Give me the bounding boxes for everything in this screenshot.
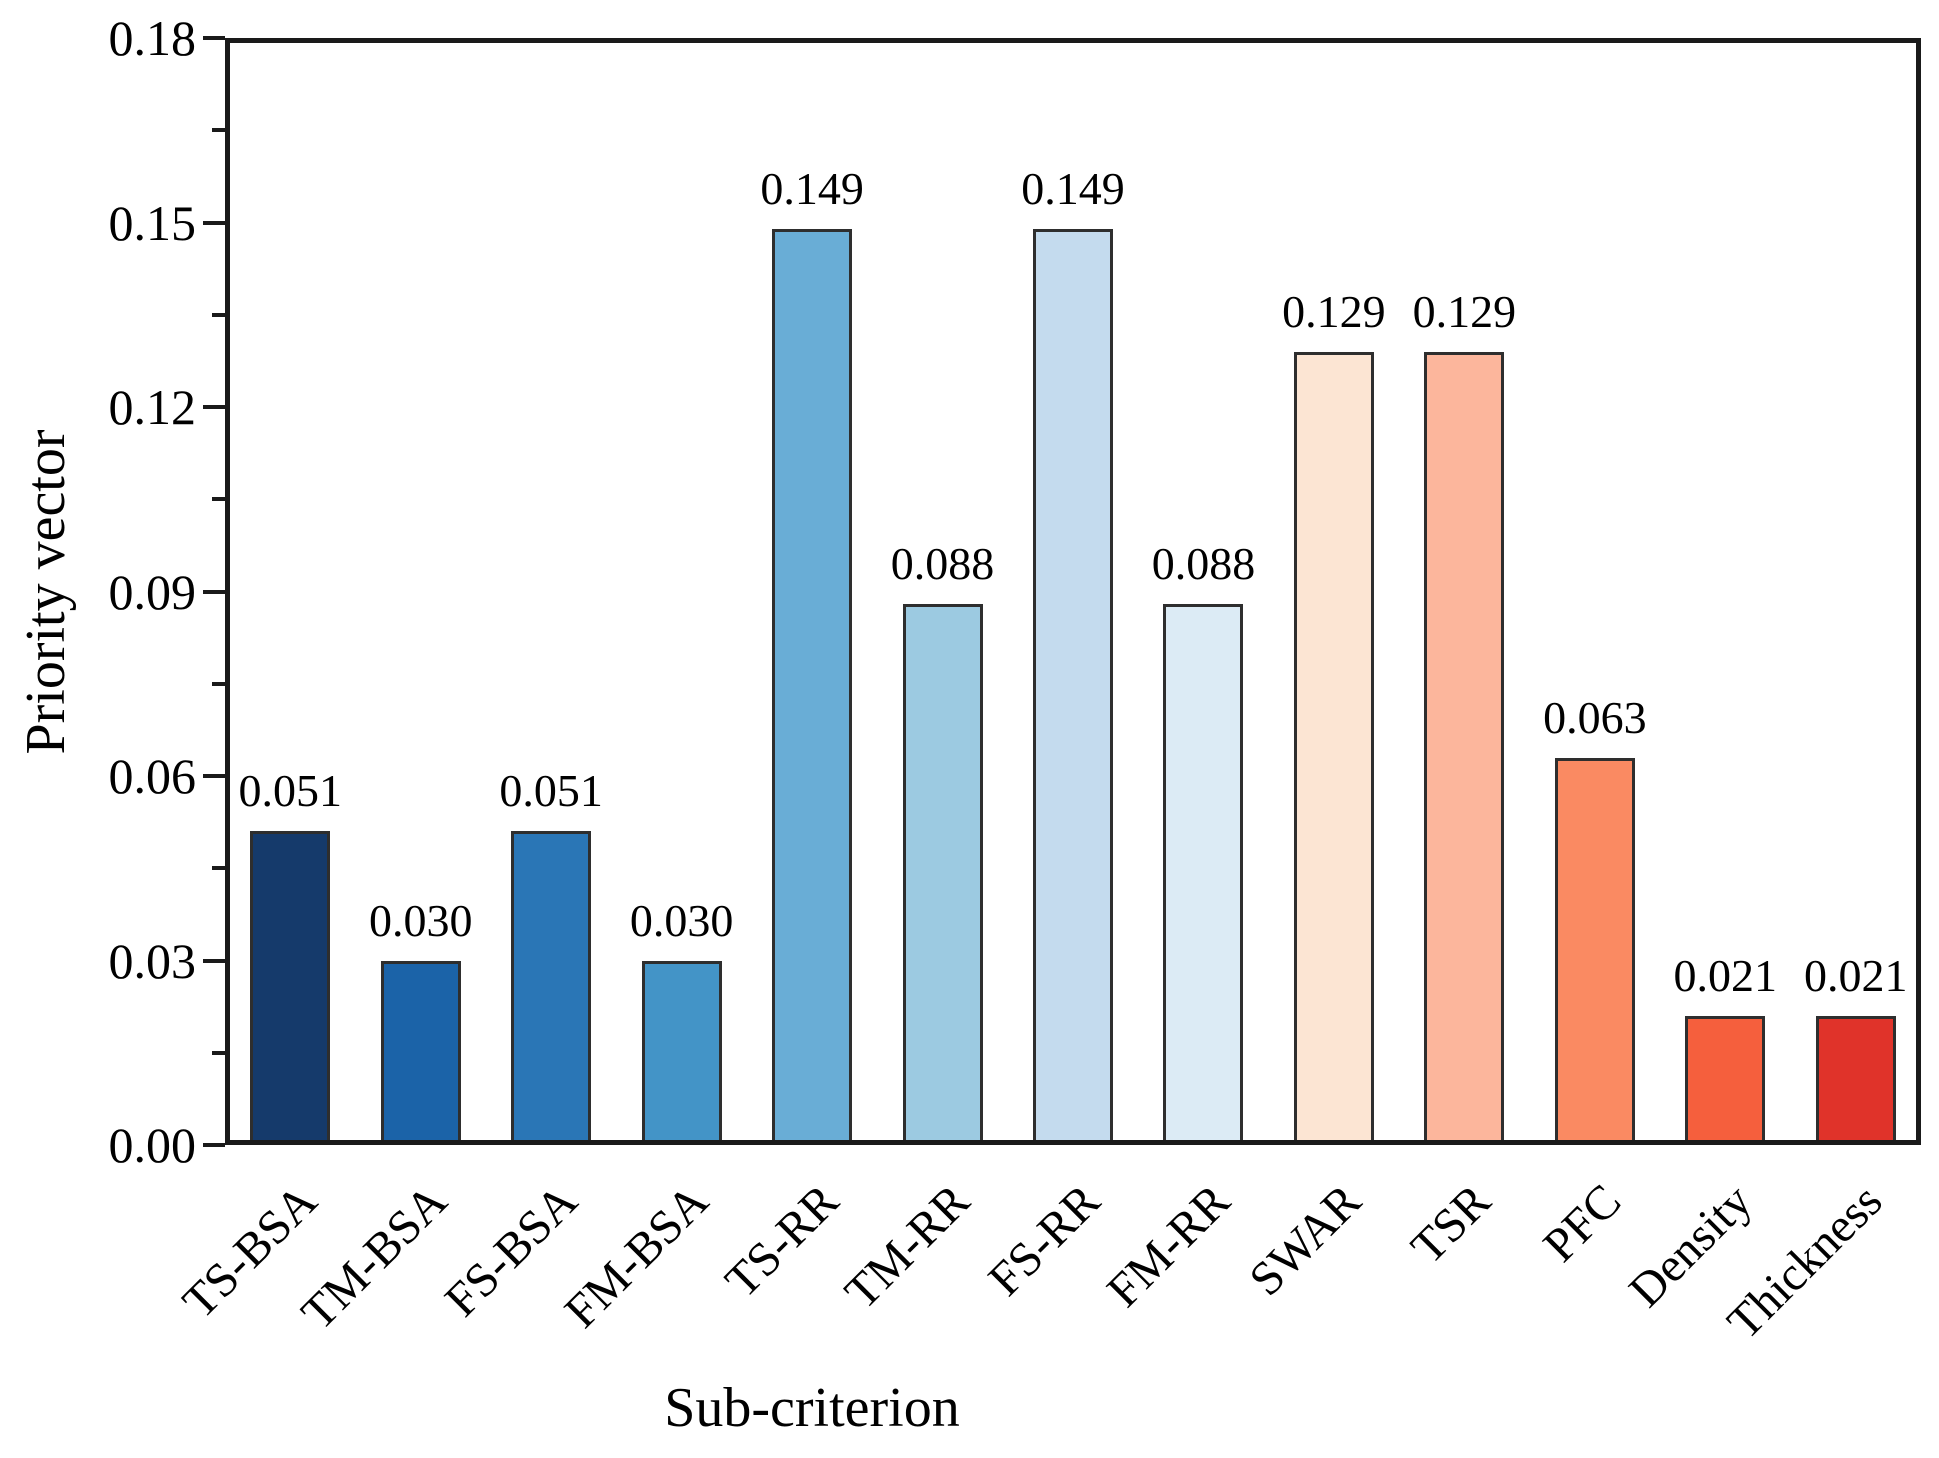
value-label-fm-bsa: 0.030: [629, 894, 734, 946]
bar-ts-bsa: [250, 831, 331, 1145]
y-major-tick: [203, 36, 225, 40]
value-label-fs-rr: 0.149: [1021, 162, 1125, 214]
bar-ts-rr: [772, 228, 853, 1145]
x-tick-label-tm-rr: TM-RR: [834, 1174, 980, 1320]
y-minor-tick: [212, 1050, 225, 1055]
y-tick-label: 0.12: [108, 379, 197, 435]
y-major-tick: [203, 405, 225, 409]
bar-tsr: [1424, 351, 1505, 1145]
bar-tm-rr: [902, 603, 983, 1145]
bar-pfc: [1554, 757, 1635, 1145]
bar-fs-bsa: [511, 831, 592, 1145]
value-label-density: 0.021: [1673, 949, 1778, 1001]
bar-fm-bsa: [641, 960, 722, 1145]
value-label-ts-bsa: 0.051: [238, 765, 342, 817]
bar-swar: [1293, 351, 1374, 1145]
x-tick-label-ts-rr: TS-RR: [715, 1174, 849, 1308]
value-label-tm-rr: 0.088: [890, 537, 995, 589]
x-tick-label-fm-bsa: FM-BSA: [554, 1174, 719, 1339]
x-tick-label-swar: SWAR: [1238, 1174, 1371, 1307]
y-tick-label: 0.09: [108, 563, 197, 620]
value-label-swar: 0.129: [1282, 285, 1386, 337]
bar-fm-rr: [1163, 603, 1244, 1145]
bar-density: [1685, 1015, 1766, 1145]
x-tick-label-tm-bsa: TM-BSA: [291, 1174, 458, 1341]
y-major-tick: [203, 774, 225, 778]
value-label-fs-bsa: 0.051: [499, 765, 603, 817]
y-tick-label: 0.18: [108, 10, 197, 66]
y-minor-tick: [212, 866, 225, 871]
y-major-tick: [203, 220, 225, 225]
bar-thickness: [1815, 1015, 1896, 1145]
y-tick-label: 0.06: [108, 748, 197, 804]
value-label-tsr: 0.129: [1412, 285, 1517, 337]
bar-tm-bsa: [380, 960, 461, 1145]
y-major-tick: [203, 589, 225, 594]
x-tick-label-fs-rr: FS-RR: [977, 1174, 1110, 1307]
value-label-ts-rr: 0.149: [760, 162, 864, 214]
x-tick-label-pfc: PFC: [1533, 1174, 1632, 1273]
y-major-tick: [203, 1143, 225, 1147]
value-label-tm-bsa: 0.030: [368, 894, 473, 946]
y-tick-label: 0.03: [108, 932, 197, 989]
y-minor-tick: [212, 128, 225, 133]
value-label-fm-rr: 0.088: [1151, 537, 1256, 589]
x-axis-title: Sub-criterion: [664, 1377, 960, 1439]
value-label-thickness: 0.021: [1804, 949, 1908, 1001]
y-minor-tick: [212, 497, 225, 502]
x-tick-label-tsr: TSR: [1401, 1174, 1502, 1275]
value-label-pfc: 0.063: [1543, 691, 1647, 743]
x-tick-label-fm-rr: FM-RR: [1097, 1174, 1241, 1318]
y-tick-label: 0.00: [108, 1117, 197, 1173]
bar-fs-rr: [1033, 228, 1113, 1145]
y-minor-tick: [212, 312, 225, 317]
y-minor-tick: [212, 681, 225, 686]
y-major-tick: [203, 958, 225, 963]
y-tick-label: 0.15: [108, 194, 197, 251]
